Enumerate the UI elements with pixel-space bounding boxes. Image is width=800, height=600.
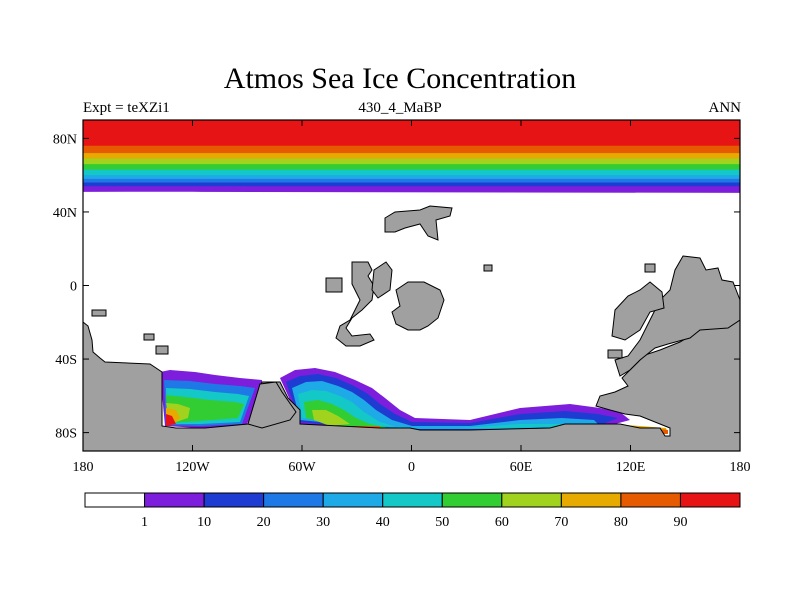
land-antarctic-peninsula	[247, 381, 297, 429]
colorbar-label: 90	[673, 515, 687, 530]
land-small-island-a	[644, 263, 656, 273]
land-far-west-islet-b	[143, 333, 155, 341]
x-tick-label: 60E	[510, 460, 533, 475]
colorbar-swatch	[501, 492, 562, 508]
axes: 180 120W 60W 0 60E 120E 180 80N 40N 0 40S 80S	[53, 120, 751, 475]
land-small-island-c	[607, 349, 623, 359]
colorbar-swatch	[620, 492, 681, 508]
y-tick-label: 0	[70, 280, 77, 295]
land-west-islet	[325, 277, 343, 293]
ice-pacific-red	[166, 414, 176, 426]
north-sea-ice	[83, 120, 740, 193]
colorbar-swatch	[679, 492, 741, 508]
plot-area	[83, 120, 740, 451]
chart-title: Atmos Sea Ice Concentration	[223, 62, 577, 95]
y-tick-label: 80S	[55, 427, 77, 442]
experiment-label: Expt = teXZi1	[83, 100, 170, 116]
land-east-continent	[614, 255, 740, 377]
north-ice-band	[83, 120, 740, 149]
colorbar-swatch	[144, 492, 205, 508]
colorbar-label: 50	[435, 515, 449, 530]
y-tick-label: 80N	[53, 132, 77, 147]
land-central-small	[371, 261, 393, 299]
x-tick-label: 180	[73, 460, 94, 475]
period-label: 430_4_MaBP	[358, 100, 442, 116]
colorbar-label: 20	[257, 515, 271, 530]
colorbar-swatch	[84, 492, 146, 508]
land-east-island	[611, 281, 665, 341]
season-label: ANN	[708, 100, 742, 116]
x-tick-label: 120W	[175, 460, 210, 475]
x-tick-label: 180	[730, 460, 751, 475]
land-far-west-islet-c	[155, 345, 169, 355]
colorbar-label: 60	[495, 515, 509, 530]
land-south-america	[83, 279, 740, 451]
land-small-island-b	[483, 264, 493, 272]
x-tick-label: 120E	[616, 460, 646, 475]
x-tick-label: 0	[408, 460, 415, 475]
north-ice-band	[83, 186, 740, 193]
y-tick-label: 40N	[53, 206, 77, 221]
land-masses	[83, 205, 740, 451]
colorbar-swatch	[203, 492, 265, 508]
land-central-west	[335, 261, 375, 347]
ice-atlantic-cyan	[298, 390, 590, 428]
colorbar-label: 10	[197, 515, 211, 530]
land-far-west-islet-a	[91, 309, 107, 317]
colorbar-label: 30	[316, 515, 330, 530]
colorbar-swatch	[263, 492, 324, 508]
colorbar-swatch	[441, 492, 503, 508]
land-north-continent	[384, 205, 453, 241]
x-tick-label: 60W	[288, 460, 316, 475]
colorbar-label: 40	[376, 515, 390, 530]
y-tick-label: 40S	[55, 353, 77, 368]
colorbar: 1 10 20 30 40 50 60 70 80 90	[84, 492, 741, 530]
colorbar-label: 70	[554, 515, 568, 530]
colorbar-label: 1	[141, 515, 148, 530]
colorbar-swatch	[322, 492, 384, 508]
colorbar-swatch	[560, 492, 622, 508]
ice-atlantic-lime	[312, 410, 350, 426]
colorbar-swatch	[382, 492, 443, 508]
land-central-east	[391, 281, 445, 331]
colorbar-label: 80	[614, 515, 628, 530]
